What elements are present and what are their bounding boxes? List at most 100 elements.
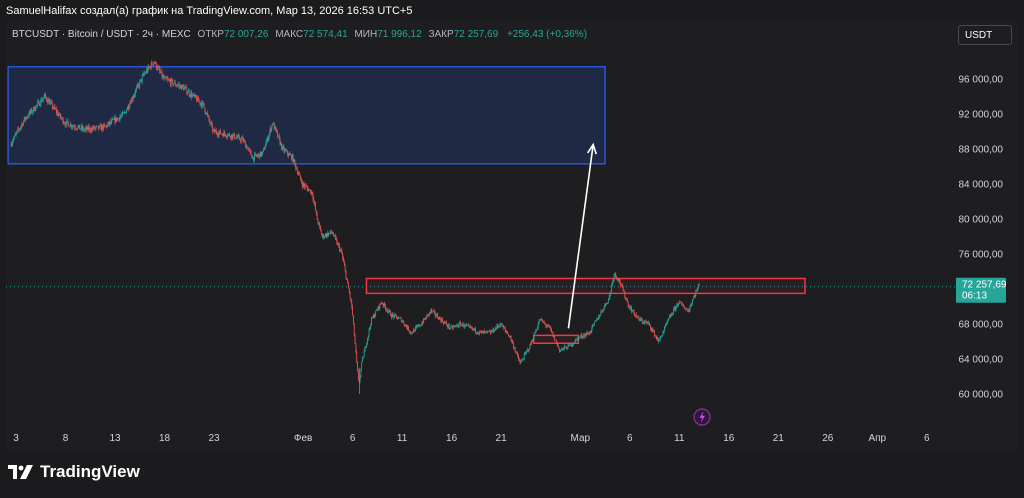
candle-body (511, 340, 513, 342)
candle-body (367, 338, 368, 344)
candle-body (178, 84, 179, 86)
candle-body (104, 125, 106, 127)
candle-body (566, 348, 568, 350)
candle-body (344, 265, 346, 271)
candle-body (644, 321, 646, 324)
candle-body (79, 128, 81, 130)
candle-body (395, 315, 397, 317)
candle-body (269, 128, 271, 133)
candle-body (684, 308, 686, 310)
candle-body (636, 317, 638, 318)
candle-body (230, 134, 232, 139)
legend-symbol[interactable]: BTCUSDT · Bitcoin / USDT · 2ч · MEXC (12, 29, 191, 40)
candle-body (579, 336, 581, 338)
candle-body (548, 325, 550, 326)
candle-body (225, 134, 226, 137)
candle-body (458, 322, 460, 327)
candle-body (37, 101, 39, 103)
candle-body (678, 303, 679, 306)
candle-body (368, 329, 370, 336)
candle-body (226, 136, 228, 137)
candle-body (120, 116, 122, 117)
candle-body (209, 120, 211, 124)
currency-button[interactable]: USDT (958, 25, 1012, 45)
candle-body (475, 328, 476, 333)
candle-body (399, 317, 401, 319)
candle-body (128, 106, 130, 109)
candle-body (506, 331, 508, 334)
candle-body (593, 322, 595, 325)
candle-body (339, 249, 341, 251)
candle-body (191, 92, 193, 98)
candle-body (475, 332, 477, 333)
candle-body (322, 234, 324, 237)
candle-body (252, 157, 254, 159)
candle-body (363, 351, 365, 358)
candle-body (196, 97, 198, 102)
candle-body (112, 119, 114, 120)
candle-body (453, 326, 455, 327)
candle-body (696, 290, 698, 292)
x-axis-tick-label: 16 (446, 433, 458, 444)
candle-body (225, 136, 227, 137)
candle-body (354, 335, 356, 344)
candle-body (24, 117, 26, 120)
candle-body (183, 86, 184, 90)
candle-body (527, 349, 528, 351)
candle-body (78, 124, 80, 127)
candle-body (169, 80, 170, 81)
candle-body (126, 109, 127, 113)
candle-body (308, 189, 310, 191)
candle-body (105, 125, 107, 127)
candle-body (499, 325, 500, 327)
candle-body (536, 329, 537, 331)
candle-body (471, 327, 473, 330)
candle-body (382, 303, 384, 306)
candle-body (356, 351, 358, 362)
candle-body (89, 127, 91, 131)
candle-body (595, 320, 597, 322)
candle-body (286, 150, 287, 152)
candle-body (502, 325, 504, 327)
candle-body (634, 313, 636, 316)
candle-body (258, 153, 259, 156)
candle-body (46, 97, 47, 101)
candle-body (323, 234, 325, 238)
candle-body (140, 79, 141, 81)
tradingview-logo[interactable]: TradingView (8, 462, 140, 482)
candle-body (170, 79, 172, 85)
candle-body (412, 332, 414, 334)
candle-body (203, 103, 205, 108)
candle-body (27, 116, 29, 117)
candle-body (224, 132, 226, 135)
candle-body (141, 76, 143, 82)
candle-body (620, 283, 622, 286)
candle-body (433, 310, 434, 312)
candle-body (141, 79, 142, 82)
candle-body (332, 232, 334, 235)
candle-body (449, 328, 451, 329)
candle-body (67, 120, 69, 124)
candle-body (293, 159, 295, 163)
candle-body (44, 94, 46, 97)
chart-area[interactable] (6, 22, 1018, 452)
candle-body (28, 111, 30, 117)
candle-body (615, 273, 617, 277)
candle-body (245, 146, 247, 148)
candle-body (576, 338, 578, 340)
y-axis-tick-label: 80 000,00 (959, 215, 1004, 226)
candle-body (377, 306, 379, 311)
candle-body (683, 307, 685, 309)
candle-body (178, 84, 180, 87)
candle-body (60, 117, 62, 119)
candle-body (491, 331, 493, 332)
candle-body (173, 83, 174, 85)
current-price-badge (956, 277, 1006, 303)
candle-body (521, 360, 523, 362)
candle-body (598, 316, 600, 318)
candle-body (263, 148, 264, 152)
candle-body (325, 234, 327, 237)
candle-body (628, 306, 630, 307)
candle-body (388, 310, 390, 312)
